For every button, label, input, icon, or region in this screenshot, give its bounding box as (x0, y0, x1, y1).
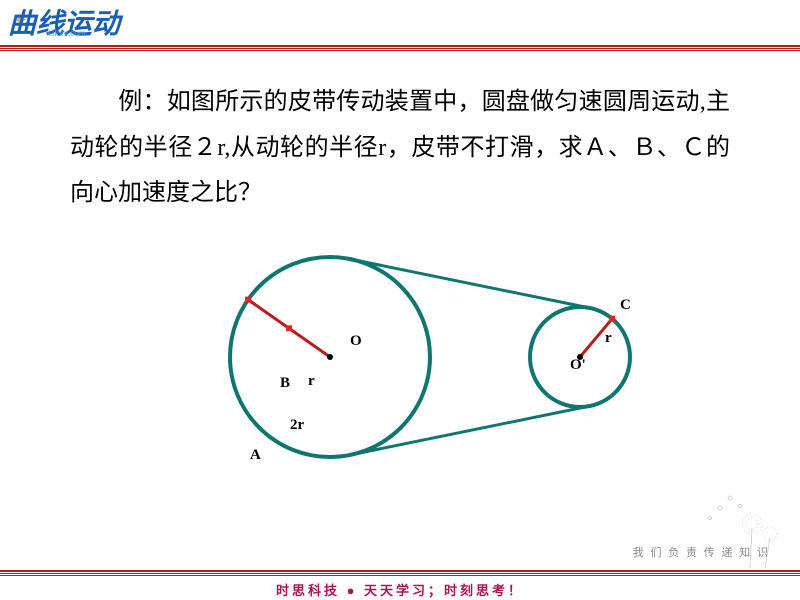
svg-text:r: r (605, 330, 612, 346)
svg-text:C: C (620, 297, 631, 313)
header: ✦ 曲线运动 Gkxx.com (0, 0, 800, 40)
site-url: Gkxx.com (48, 28, 86, 38)
belt-pulley-diagram: O O' B A Cr r 2r (120, 237, 680, 477)
problem-statement: 例：如图所示的皮带传动装置中，圆盘做匀速圆周运动,主动轮的半径２r,从动轮的半径… (70, 80, 730, 217)
svg-text:B: B (280, 375, 290, 391)
header-divider (0, 45, 800, 51)
svg-text:r: r (308, 373, 315, 389)
footer: 时思科技 ● 天天学习；时刻思考！ (0, 570, 800, 600)
svg-text:2r: 2r (290, 417, 305, 433)
diagram-container: O O' B A Cr r 2r (70, 237, 730, 477)
svg-text:O': O' (570, 357, 586, 373)
problem-text: 例：如图所示的皮带传动装置中，圆盘做匀速圆周运动,主动轮的半径２r,从动轮的半径… (70, 89, 730, 206)
svg-text:A: A (250, 447, 261, 463)
footer-text: 时思科技 ● 天天学习；时刻思考！ (0, 576, 800, 599)
svg-text:O: O (350, 333, 362, 349)
motto-text: 我 们 负 责 传 递 知 识 (633, 544, 770, 560)
content-area: 例：如图所示的皮带传动装置中，圆盘做匀速圆周运动,主动轮的半径２r,从动轮的半径… (0, 40, 800, 477)
